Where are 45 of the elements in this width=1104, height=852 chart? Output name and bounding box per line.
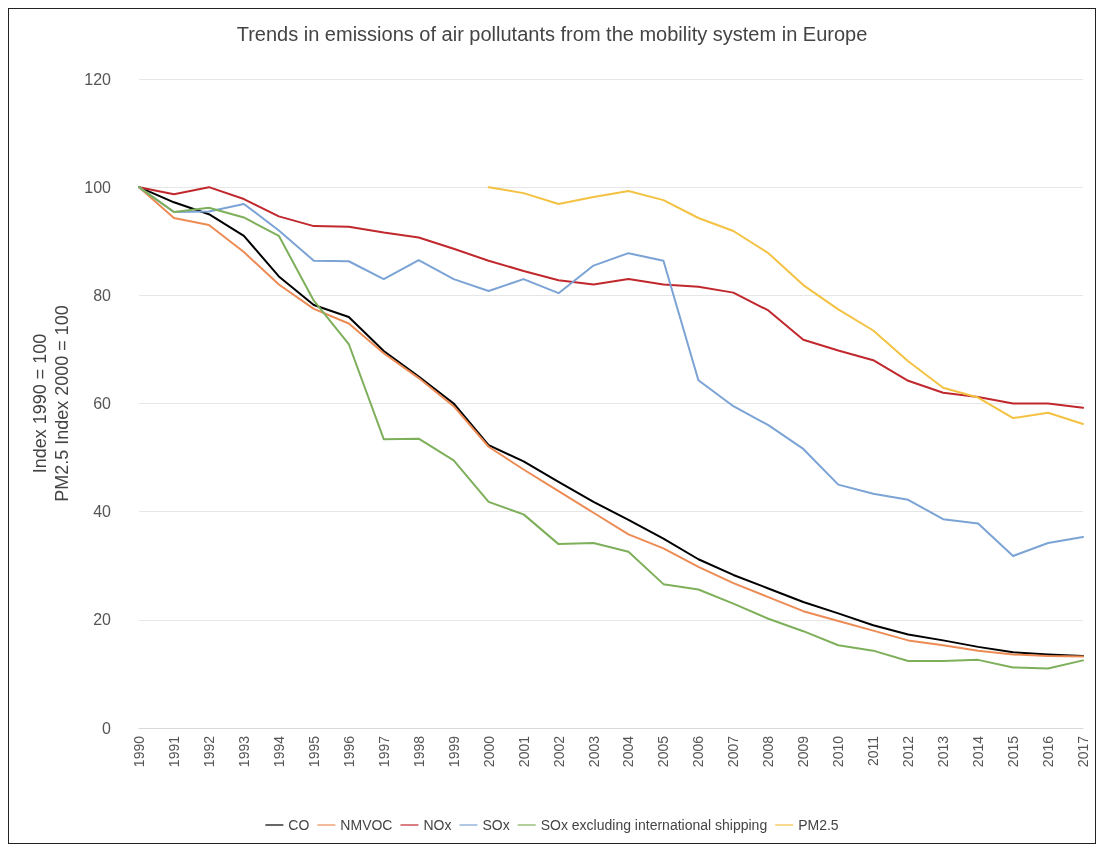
x-tick-label: 2003	[585, 735, 602, 768]
legend-label: NOx	[423, 817, 452, 833]
x-tick-label: 2016	[1040, 735, 1057, 768]
x-tick-label: 1997	[375, 735, 392, 768]
y-tick-label: 120	[84, 70, 112, 88]
y-tick-label: 0	[102, 719, 112, 737]
x-tick-label: 1994	[270, 735, 287, 768]
x-tick-label: 2000	[480, 735, 497, 768]
x-tick-label: 2008	[760, 735, 777, 768]
y-tick-label: 60	[93, 395, 112, 412]
x-tick-label: 2009	[795, 735, 812, 768]
x-tick-label: 2006	[690, 735, 707, 768]
x-tick-label: 1999	[445, 735, 462, 768]
x-tick-label: 2011	[865, 735, 882, 767]
legend-label: CO	[288, 817, 310, 833]
x-tick-label: 2013	[935, 735, 952, 768]
y-tick-label: 100	[84, 178, 112, 196]
x-tick-label: 1996	[340, 735, 357, 768]
y-axis-title: Index 1990 = 100 PM2.5 Index 2000 = 100	[30, 305, 73, 502]
x-tick-label: 2002	[550, 735, 567, 768]
legend-label: PM2.5	[798, 817, 839, 833]
y-tick-label: 20	[93, 611, 112, 629]
x-tick-label: 2005	[655, 735, 672, 768]
chart-title: Trends in emissions of air pollutants from the mobility system in Europe	[236, 23, 868, 45]
x-tick-label: 2007	[725, 735, 742, 768]
legend-label: NMVOC	[340, 817, 393, 833]
x-tick-label: 2017	[1075, 735, 1091, 768]
x-tick-label: 1992	[200, 735, 217, 768]
line-series	[138, 186, 1084, 409]
y-tick-label: 40	[93, 503, 112, 521]
legend-label: SOx excluding international shipping	[540, 817, 768, 833]
x-tick-label: 2004	[620, 735, 637, 768]
x-tick-label: 2012	[900, 735, 917, 768]
x-tick-label: 2010	[830, 735, 847, 768]
x-tick-label: 1990	[131, 735, 147, 768]
x-tick-label: 2015	[1005, 735, 1022, 768]
x-tick-label: 1991	[165, 735, 182, 768]
x-tick-label: 1993	[235, 735, 252, 768]
legend-label: SOx	[482, 817, 510, 833]
y-tick-label: 80	[93, 286, 112, 304]
x-tick-label: 2014	[970, 735, 987, 768]
line-series	[487, 186, 1084, 426]
x-tick-label: 1998	[410, 735, 427, 768]
x-tick-label: 1995	[305, 735, 322, 768]
x-tick-label: 2001	[515, 735, 532, 768]
